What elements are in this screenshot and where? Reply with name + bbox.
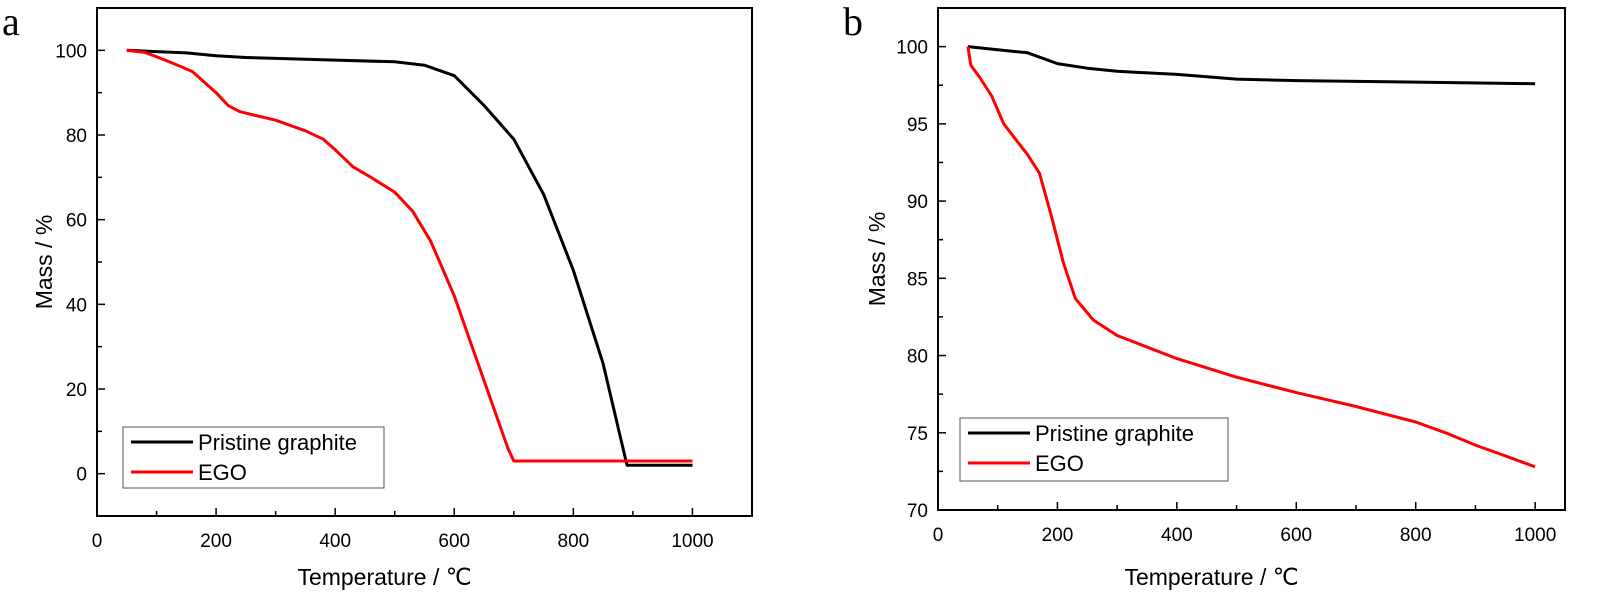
x-tick-label: 800 (558, 531, 590, 552)
legend-box (959, 417, 1229, 482)
y-axis-label: Mass / % (864, 212, 890, 307)
x-tick-label: 0 (92, 531, 103, 552)
series-line-pristine-graphite (967, 45, 1536, 86)
x-tick-label: 800 (1400, 525, 1432, 546)
panel-label: a (2, 0, 20, 44)
plot-frame (937, 7, 1566, 511)
y-tick-label: 70 (907, 501, 928, 522)
y-tick-label: 0 (76, 465, 87, 486)
y-tick-label: 85 (907, 269, 928, 290)
y-tick-label: 90 (907, 192, 928, 213)
x-tick-label: 200 (200, 531, 232, 552)
legend-box (122, 426, 385, 489)
y-tick-label: 20 (66, 380, 87, 401)
legend-label: EGO (1035, 451, 1084, 476)
legend-label: Pristine graphite (1035, 421, 1194, 446)
legend-label: Pristine graphite (198, 430, 357, 455)
legend: Pristine graphite EGO (122, 426, 385, 489)
x-axis-label: Temperature / ℃ (297, 564, 471, 590)
x-tick-label: 600 (438, 531, 470, 552)
y-tick-label: 60 (66, 211, 87, 232)
x-tick-label: 400 (1161, 525, 1193, 546)
x-tick-label: 200 (1042, 525, 1074, 546)
legend-label: EGO (198, 460, 247, 485)
y-tick-label: 80 (66, 126, 87, 147)
panel-a: a 0 200 400 600 800 1000 0 20 40 60 80 100 Temperatur… (2, 0, 753, 590)
x-tick-label: 1000 (1514, 525, 1556, 546)
panel-b: b 0 200 400 600 800 1000 70 75 80 85 90 95 100 Tempera… (843, 0, 1566, 590)
legend: Pristine graphite EGO (959, 417, 1229, 482)
series-line-ego (126, 48, 693, 463)
y-tick-label: 40 (66, 295, 87, 316)
y-tick-label: 100 (896, 38, 928, 59)
y-tick-label: 95 (907, 115, 928, 136)
x-tick-label: 0 (933, 525, 944, 546)
x-tick-label: 600 (1280, 525, 1312, 546)
series-line-pristine-graphite (126, 48, 693, 467)
x-tick-label: 400 (319, 531, 351, 552)
panel-label: b (843, 0, 863, 44)
series-line-ego (966, 46, 1536, 469)
x-tick-label: 1000 (671, 531, 713, 552)
x-axis-label: Temperature / ℃ (1124, 564, 1298, 590)
y-tick-label: 80 (907, 347, 928, 368)
y-tick-label: 100 (55, 41, 87, 62)
y-tick-label: 75 (907, 424, 928, 445)
y-axis-label: Mass / % (31, 215, 57, 310)
